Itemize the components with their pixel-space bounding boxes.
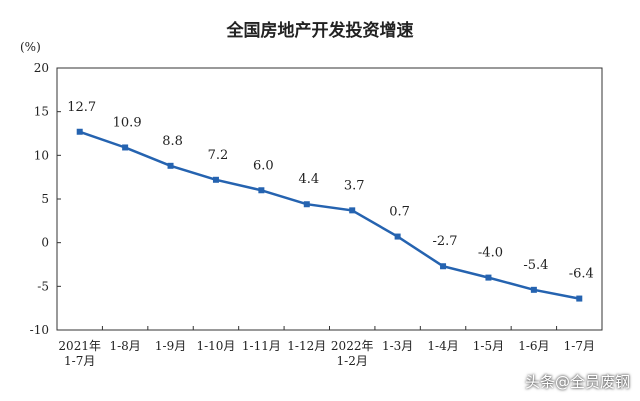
y-axis-unit-label: (%) <box>20 40 41 54</box>
x-tick-label: 1-8月 <box>109 339 140 353</box>
x-tick-label: 1-4月 <box>427 339 458 353</box>
x-tick-label: 2022年 <box>331 339 374 353</box>
series-line <box>79 130 580 300</box>
data-point <box>258 187 265 194</box>
x-tick-label: 1-6月 <box>518 339 549 353</box>
x-tick-label: 1-9月 <box>155 339 186 353</box>
data-point <box>485 274 492 281</box>
x-tick-label: 1-3月 <box>382 339 413 353</box>
y-tick-label: 15 <box>34 105 49 119</box>
chart-title: 全国房地产开发投资增速 <box>226 21 414 41</box>
data-point <box>303 201 310 208</box>
data-label: -5.4 <box>523 258 548 273</box>
x-tick-label: 1-12月 <box>287 339 326 353</box>
watermark: 头条@全员废钢 <box>524 373 630 391</box>
x-tick-label: 1-2月 <box>337 354 368 368</box>
x-tick-label: 1-10月 <box>196 339 235 353</box>
x-tick-label: 1-7月 <box>564 339 595 353</box>
data-label: -4.0 <box>478 246 503 261</box>
x-tick-label: 1-11月 <box>242 339 281 353</box>
y-tick-label: 0 <box>41 236 49 250</box>
data-point <box>394 233 401 240</box>
data-point <box>167 162 174 169</box>
y-tick-label: -10 <box>30 323 49 337</box>
x-tick-label: 1-7月 <box>64 354 95 368</box>
data-point <box>530 286 537 293</box>
y-tick-label: 5 <box>41 192 49 206</box>
data-point <box>440 263 447 270</box>
data-label: 10.9 <box>113 115 142 130</box>
data-label: 12.7 <box>67 100 96 115</box>
data-labels: 12.7 10.9 8.8 7.2 6.0 4.4 3.7 0.7 -2.7 -4.0 -5.4 -6… <box>67 100 594 282</box>
data-label: 7.2 <box>208 148 229 163</box>
plot-frame <box>56 67 603 331</box>
data-label: 4.4 <box>298 172 319 187</box>
data-label: -2.7 <box>433 234 458 249</box>
data-point <box>212 176 219 183</box>
y-tick-label: 10 <box>34 148 49 162</box>
data-point <box>76 128 83 135</box>
data-label: -6.4 <box>569 267 594 282</box>
data-point <box>349 207 356 214</box>
x-tick-label: 2021年 <box>58 339 101 353</box>
y-tick-label: -5 <box>37 279 49 293</box>
data-label: 3.7 <box>344 178 365 193</box>
data-point <box>122 144 129 151</box>
data-label: 0.7 <box>389 205 410 220</box>
data-point <box>576 295 583 302</box>
y-axis: 20 15 10 5 0 -5 -10 <box>30 61 61 337</box>
data-label: 8.8 <box>162 134 183 149</box>
data-label: 6.0 <box>253 158 274 173</box>
x-tick-label: 1-5月 <box>473 339 504 353</box>
y-tick-label: 20 <box>34 61 49 75</box>
series-markers <box>76 128 583 302</box>
